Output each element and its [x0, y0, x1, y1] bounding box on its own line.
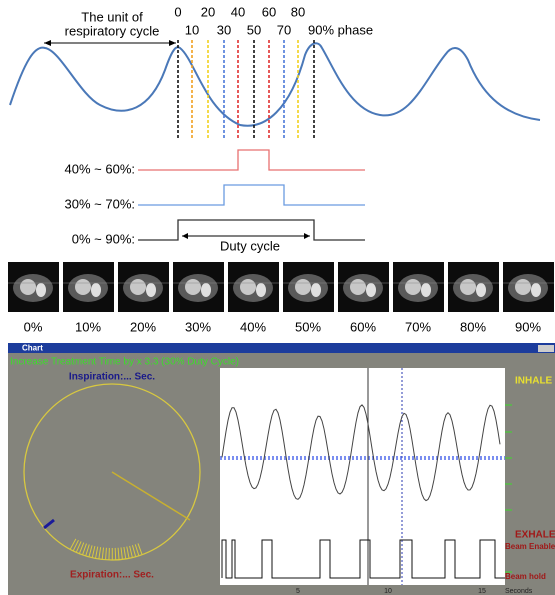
ct-organ	[201, 283, 211, 297]
image-label: 50%	[295, 319, 321, 334]
ct-organ	[531, 283, 541, 297]
ct-organ	[240, 279, 256, 295]
ct-organ	[350, 279, 366, 295]
window-buttons[interactable]	[538, 345, 554, 352]
ct-organ	[185, 279, 201, 295]
image-label: 70%	[405, 319, 431, 334]
ct-organ	[256, 283, 266, 297]
duty-cycle-label: Duty cycle	[220, 238, 280, 253]
gate-label: 30% ~ 70%:	[65, 196, 135, 211]
x-tick-label: 5	[296, 588, 300, 595]
inhale-label: INHALE	[515, 376, 553, 387]
ct-organ	[295, 279, 311, 295]
ct-organ	[36, 283, 46, 297]
ct-organ	[405, 279, 421, 295]
phase-label: 40	[231, 4, 245, 19]
ct-organ	[20, 279, 36, 295]
expiration: Expiration:... Sec.	[70, 570, 154, 581]
cycle-label: The unit of	[81, 9, 143, 24]
image-label: 80%	[460, 319, 486, 334]
phase-label: 20	[201, 4, 215, 19]
cycle-label: respiratory cycle	[65, 23, 160, 38]
ct-organ	[91, 283, 101, 297]
banner: Increase Treatment Time by x 3.3 (30% Du…	[10, 357, 239, 368]
ct-organ	[366, 283, 376, 297]
gate-0-90	[138, 220, 365, 240]
ct-organ	[421, 283, 431, 297]
x-tick-label: 15	[478, 588, 486, 595]
respiratory-wave	[10, 43, 540, 125]
image-label: 60%	[350, 319, 376, 334]
ct-organ	[515, 279, 531, 295]
image-label: 40%	[240, 319, 266, 334]
x-tick-label: 10	[384, 588, 392, 595]
gate-label: 40% ~ 60%:	[65, 161, 135, 176]
phase-label: 0	[174, 4, 181, 19]
phase-label: 60	[262, 4, 276, 19]
phase-label: 80	[291, 4, 305, 19]
ct-organ	[130, 279, 146, 295]
ct-organ	[460, 279, 476, 295]
ct-organ	[311, 283, 321, 297]
title-bar	[8, 343, 555, 353]
phase-label: 90% phase	[308, 22, 373, 37]
image-label: 30%	[185, 319, 211, 334]
image-label: 20%	[130, 319, 156, 334]
ct-organ	[146, 283, 156, 297]
image-label: 90%	[515, 319, 541, 334]
ct-organ	[75, 279, 91, 295]
phase-label: 70	[277, 22, 291, 37]
window-title: Chart	[22, 344, 43, 353]
x-axis-label: Seconds	[505, 588, 533, 595]
phase-label: 50	[247, 22, 261, 37]
gate-40-60	[138, 150, 365, 170]
gate-30-70	[138, 185, 365, 205]
figure: The unit of respiratory cycle 0 20 40 60 80 1…	[0, 0, 555, 595]
image-label: 10%	[75, 319, 101, 334]
phase-label: 30	[217, 22, 231, 37]
ct-organ	[476, 283, 486, 297]
inspiration: Inspiration:... Sec.	[69, 372, 155, 383]
beam-hold-label: Beam hold	[505, 572, 546, 581]
image-label: 0%	[24, 319, 43, 334]
beam-enable-label: Beam Enable	[505, 542, 555, 551]
phase-label: 10	[185, 22, 199, 37]
gate-label: 0% ~ 90%:	[72, 231, 135, 246]
exhale-label: EXHALE	[515, 530, 555, 541]
